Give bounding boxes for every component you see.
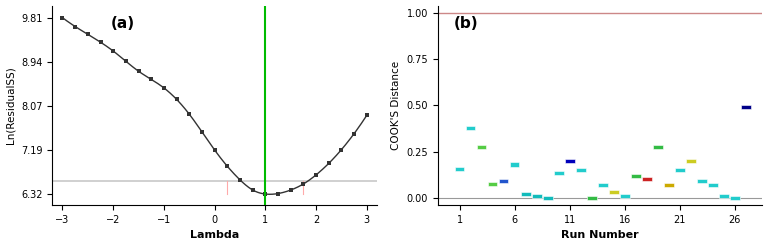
Bar [675,168,684,172]
Bar [687,159,696,163]
Bar [488,182,498,186]
Bar [642,177,651,181]
Bar [554,171,564,175]
Bar [720,194,729,198]
Bar [543,196,552,200]
Bar [532,194,541,198]
Bar [654,145,663,149]
Bar [466,126,475,130]
Bar [697,179,707,183]
Bar [510,162,519,167]
Bar [565,159,574,163]
Text: (b): (b) [454,15,478,31]
Y-axis label: COOK'S Distance: COOK'S Distance [391,61,401,150]
Bar [730,196,740,200]
Bar [741,105,750,109]
Bar [708,183,717,187]
Bar [576,168,585,172]
Y-axis label: Ln(ResidualSS): Ln(ResidualSS) [5,66,15,144]
Bar [455,167,465,171]
Bar [664,183,674,187]
Text: (a): (a) [111,15,135,31]
X-axis label: Lambda: Lambda [190,231,240,240]
Bar [521,192,531,196]
Bar [609,190,618,194]
Bar [631,174,641,178]
Bar [477,145,486,149]
Bar [499,179,508,183]
X-axis label: Run Number: Run Number [561,231,639,240]
Bar [598,183,607,187]
Bar [588,196,597,200]
Bar [621,194,630,198]
